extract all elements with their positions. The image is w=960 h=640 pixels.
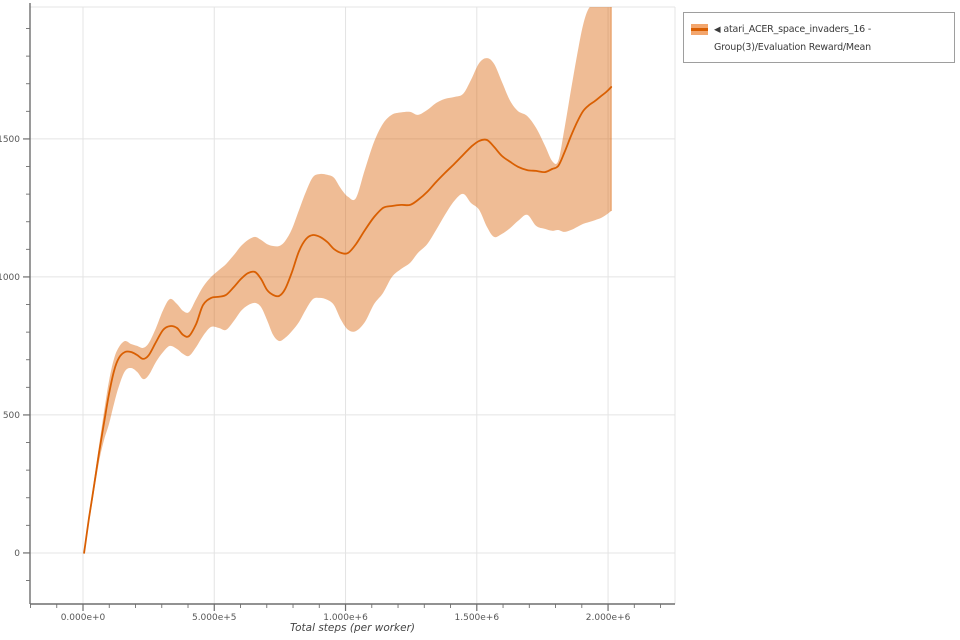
x-tick-label: 5.000e+5 xyxy=(192,613,237,623)
y-tick-label: 1000 xyxy=(0,273,20,283)
x-tick-label: 2.000e+6 xyxy=(586,613,631,623)
confidence-band xyxy=(84,7,612,553)
x-tick-label: 0.000e+0 xyxy=(61,613,106,623)
legend-series-swatch xyxy=(691,24,708,35)
y-tick-label: 500 xyxy=(3,411,20,421)
x-axis-title: Total steps (per worker) xyxy=(289,622,416,634)
legend-series-line-icon xyxy=(691,28,708,31)
legend-box: ◀ atari_ACER_space_invaders_16 - Group(3)… xyxy=(683,12,955,63)
legend-series-label: atari_ACER_space_invaders_16 - Group(3)/… xyxy=(714,24,872,53)
x-tick-label: 1.500e+6 xyxy=(455,613,500,623)
legend-item[interactable]: ◀ atari_ACER_space_invaders_16 - Group(3)… xyxy=(684,13,954,57)
y-tick-label: 1500 xyxy=(0,135,20,145)
mean-line xyxy=(83,86,613,554)
run-indicator-icon: ◀ xyxy=(714,25,721,35)
y-tick-label: 0 xyxy=(14,549,20,559)
legend-label: ◀ atari_ACER_space_invaders_16 - Group(3)… xyxy=(714,21,948,57)
x-tick-label: 1.000e+6 xyxy=(323,613,368,623)
